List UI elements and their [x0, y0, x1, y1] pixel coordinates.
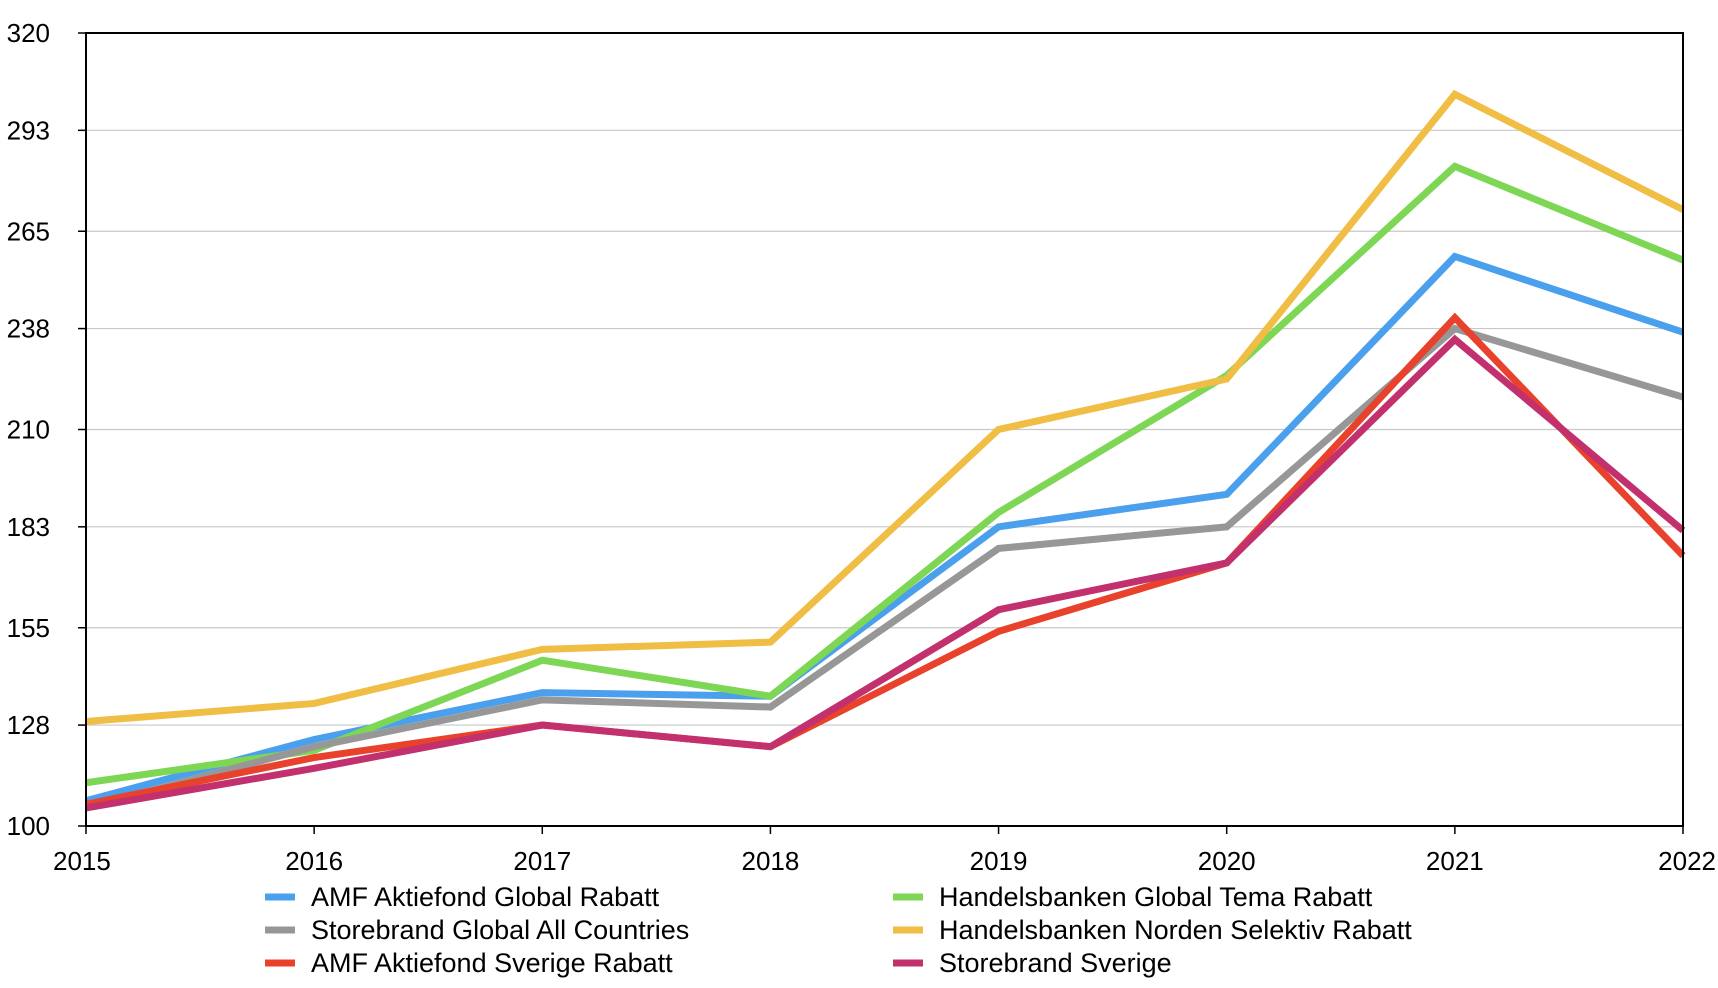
y-tick-label: 265 — [7, 216, 50, 246]
legend-label: Storebrand Sverige — [939, 948, 1172, 978]
legend-label: Handelsbanken Norden Selektiv Rabatt — [939, 915, 1412, 945]
y-tick-label: 238 — [7, 314, 50, 344]
x-tick-label: 2016 — [285, 846, 343, 876]
y-tick-label: 183 — [7, 512, 50, 542]
legend-label: AMF Aktiefond Sverige Rabatt — [311, 948, 673, 978]
y-tick-label: 320 — [7, 18, 50, 48]
legend-label: Storebrand Global All Countries — [311, 915, 689, 945]
x-tick-label: 2019 — [970, 846, 1028, 876]
x-axis-ticks: 2015 2016 2017 2018 2019 2020 2021 2022 — [53, 826, 1716, 876]
x-tick-label: 2018 — [742, 846, 800, 876]
legend-label: AMF Aktiefond Global Rabatt — [311, 882, 660, 912]
y-tick-label: 293 — [7, 115, 50, 145]
legend-label: Handelsbanken Global Tema Rabatt — [939, 882, 1373, 912]
legend: AMF Aktiefond Global Rabatt Handelsbanken… — [265, 882, 1412, 978]
x-tick-label: 2020 — [1198, 846, 1256, 876]
y-tick-label: 100 — [7, 811, 50, 841]
series-lines — [85, 89, 1686, 812]
x-tick-label: 2021 — [1426, 846, 1484, 876]
y-axis-ticks: 100 128 155 183 210 238 265 293 320 — [7, 18, 86, 841]
y-tick-label: 155 — [7, 613, 50, 643]
y-tick-label: 210 — [7, 415, 50, 445]
series-line-amf-aktiefond-sverige-rabatt — [85, 312, 1686, 808]
y-tick-label: 128 — [7, 710, 50, 740]
gridlines — [86, 32, 1683, 827]
series-line-storebrand-sverige — [85, 334, 1686, 812]
series-line-handelsbanken-norden-selektiv-rabatt — [85, 89, 1685, 725]
x-tick-label: 2017 — [513, 846, 571, 876]
plot-frame — [85, 32, 1684, 827]
x-tick-label: 2022 — [1658, 846, 1716, 876]
x-tick-label: 2015 — [53, 846, 111, 876]
series-line-handelsbanken-global-tema-rabatt — [85, 162, 1685, 787]
